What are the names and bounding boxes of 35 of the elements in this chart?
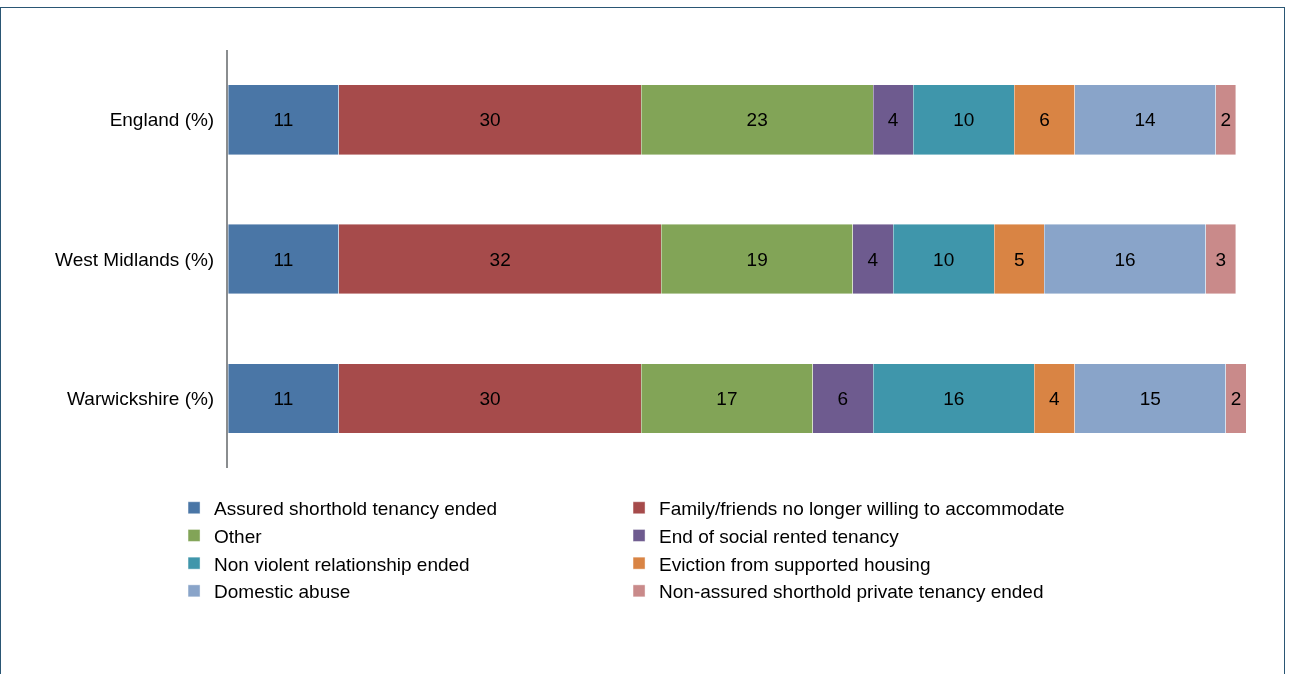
- data-label: 6: [1039, 109, 1050, 131]
- data-label: 5: [1013, 248, 1025, 270]
- data-label: 23: [746, 109, 768, 131]
- data-label: 11: [273, 109, 294, 131]
- legend-label: Non-assured shorthold private tenancy ended: [659, 581, 1044, 603]
- data-label: 4: [1048, 387, 1060, 409]
- data-label: 30: [479, 109, 501, 131]
- legend-label: Eviction from supported housing: [659, 553, 931, 575]
- y-tick-label: West Midlands (%): [55, 248, 215, 270]
- data-label: 15: [1139, 387, 1161, 409]
- data-label: 2: [1230, 387, 1242, 409]
- data-label: 2: [1220, 109, 1232, 131]
- legend-label: Assured shorthold tenancy ended: [214, 498, 498, 520]
- data-label: 16: [943, 387, 965, 409]
- data-label: 10: [953, 109, 975, 131]
- data-label: 32: [489, 248, 511, 270]
- data-label: 4: [867, 248, 879, 270]
- data-label: 14: [1134, 109, 1156, 131]
- data-label: 4: [887, 109, 899, 131]
- legend-label: Other: [214, 525, 263, 547]
- data-label: 11: [273, 248, 294, 270]
- y-tick-label: Warwickshire (%): [67, 387, 215, 409]
- data-label: 19: [746, 248, 768, 270]
- data-label: 11: [273, 387, 294, 409]
- data-label: 17: [716, 387, 738, 409]
- legend-label: Family/friends no longer willing to accommodate: [659, 498, 1065, 520]
- legend-label: Non violent relationship ended: [214, 553, 470, 575]
- data-label: 6: [837, 387, 849, 409]
- data-label: 30: [479, 387, 501, 409]
- data-label: 3: [1215, 248, 1227, 270]
- data-label: 16: [1114, 248, 1136, 270]
- data-label: 10: [933, 248, 955, 270]
- legend-label: Domestic abuse: [214, 581, 351, 603]
- y-tick-label: England (%): [109, 109, 215, 131]
- legend-label: End of social rented tenancy: [659, 525, 900, 547]
